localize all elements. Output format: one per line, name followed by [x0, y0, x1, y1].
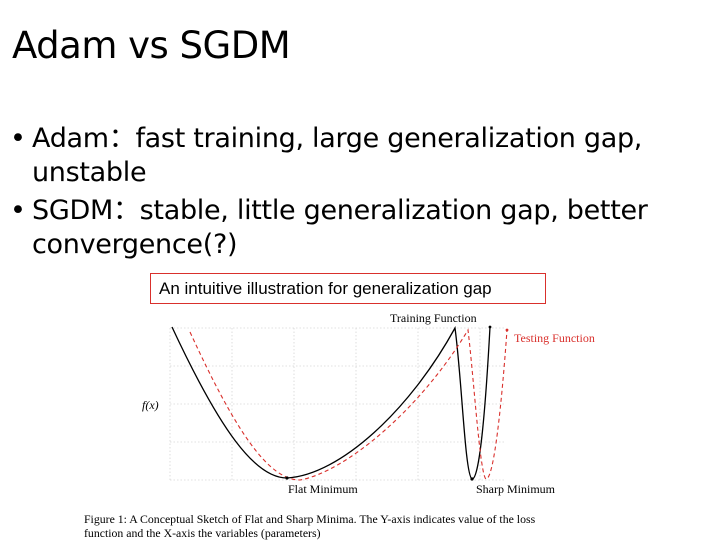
y-axis-label: f(x) — [142, 398, 159, 412]
flat-minimum-label: Flat Minimum — [288, 482, 358, 496]
bullet-item-adam: • Adam：fast training, large generalizati… — [10, 122, 700, 190]
figure-grid — [169, 327, 505, 481]
bullet-dot-icon: • — [10, 123, 26, 154]
sharp-minimum-label: Sharp Minimum — [476, 482, 556, 496]
illustration-label: An intuitive illustration for generaliza… — [159, 278, 492, 298]
bullet-text: SGDM：stable, little generalization gap, … — [32, 195, 648, 260]
figure-caption: Figure 1: A Conceptual Sketch of Flat an… — [84, 512, 624, 540]
bullet-dot-icon: • — [10, 195, 26, 226]
bullet-item-sgdm: • SGDM：stable, little generalization gap… — [10, 194, 700, 262]
illustration-label-box: An intuitive illustration for generaliza… — [150, 273, 546, 304]
training-function-curve — [171, 325, 491, 480]
slide-title: Adam vs SGDM — [12, 24, 291, 67]
testing-legend-marker — [505, 328, 509, 332]
legend-testing-label: Testing Function — [514, 331, 595, 345]
sharp-minimum-marker — [470, 477, 474, 481]
flat-minimum-marker — [285, 476, 289, 480]
legend-training-label: Training Function — [390, 311, 477, 325]
testing-function-curve — [189, 328, 508, 481]
training-legend-marker — [488, 325, 492, 329]
figure-caption-line-1: Figure 1: A Conceptual Sketch of Flat an… — [84, 512, 536, 526]
figure-caption-line-2: function and the X-axis the variables (p… — [84, 526, 321, 540]
bullet-list: • Adam：fast training, large generalizati… — [10, 122, 700, 266]
bullet-text: Adam：fast training, large generalization… — [32, 123, 643, 188]
